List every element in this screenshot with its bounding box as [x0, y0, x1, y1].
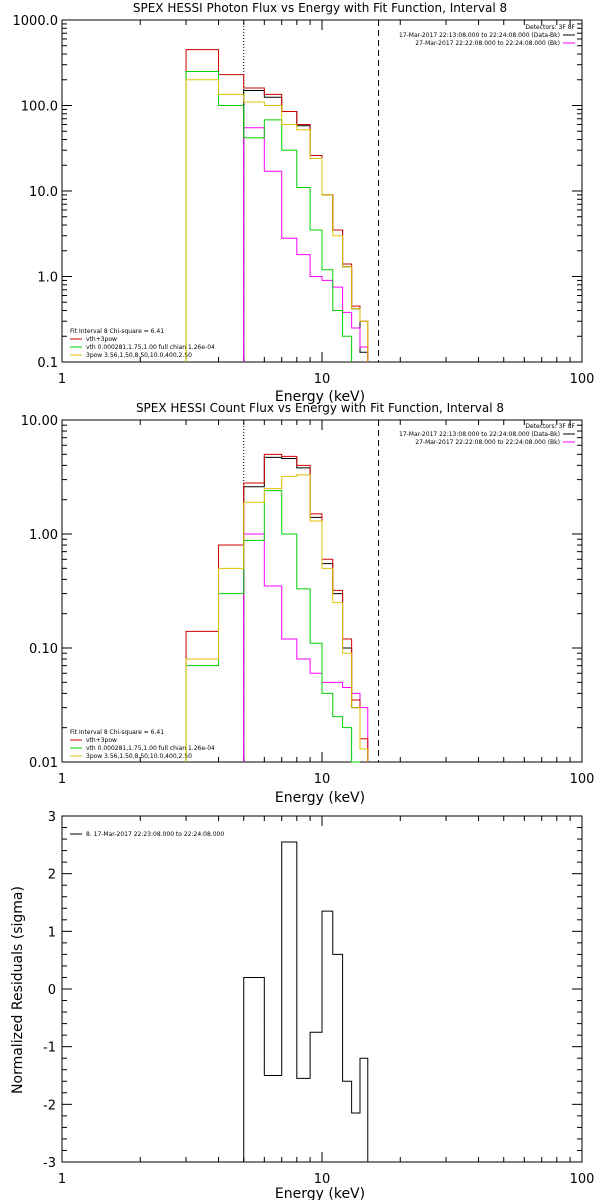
x-tick-label: 10: [314, 372, 331, 387]
photon-header-detectors: Detectors: 3F 8F: [525, 24, 575, 31]
y-tick-label: -1: [43, 1041, 56, 1056]
y-tick-label: 0: [48, 983, 56, 998]
photon-fit-summary: Fit Interval 8 Chi-square = 6.41: [70, 328, 164, 335]
photon-header-bk-interval: 27-Mar-2017 22:22:08.000 to 22:24:08.000…: [415, 40, 560, 47]
count-flux-title: SPEX HESSI Count Flux vs Energy with Fit…: [136, 401, 504, 415]
plot-frame: [61, 419, 583, 763]
series-data-bk: [243, 89, 369, 362]
photon-fit-vth: vth 0.000281,1.75,1.00 full chian 1.26e-…: [86, 344, 215, 351]
count-fit-summary: Fit Interval 8 Chi-square = 6.41: [70, 729, 164, 736]
x-tick-label: 100: [570, 772, 595, 787]
count-fit-vth: vth 0.000281,1.75,1.00 full chian 1.26e-…: [86, 745, 215, 752]
y-tick-label: 1.00: [29, 528, 58, 543]
series-vth: [185, 70, 353, 362]
x-tick-label: 1: [58, 772, 66, 787]
residuals-panel: Energy (keV) Normalized Residuals (sigma…: [10, 810, 594, 1200]
x-tick-label: 1: [58, 1172, 66, 1187]
series-data-bk: [243, 456, 369, 762]
photon-flux-panel: SPEX HESSI Photon Flux vs Energy with Fi…: [13, 1, 595, 405]
series-3pow: [185, 474, 369, 762]
series-vth: [185, 490, 360, 763]
series-vth-3pow: [185, 453, 369, 762]
series-bk: [243, 127, 369, 362]
residuals-ylabel: Normalized Residuals (sigma): [10, 886, 26, 1094]
photon-flux-title: SPEX HESSI Photon Flux vs Energy with Fi…: [133, 1, 507, 15]
series-8-17-mar-2017-22-23-08-000-to-22-24-08-000: [243, 841, 369, 1162]
y-tick-label: 0.01: [29, 756, 58, 771]
y-tick-label: 10.0: [29, 185, 58, 200]
count-flux-panel: SPEX HESSI Count Flux vs Energy with Fit…: [21, 401, 595, 806]
count-header-data-interval: 17-Mar-2017 22:13:08.000 to 22:24:08.000…: [399, 431, 560, 438]
residuals-xlabel: Energy (keV): [275, 1186, 365, 1200]
count-flux-xlabel: Energy (keV): [275, 790, 365, 806]
series-3pow: [185, 79, 369, 362]
residuals-legend-label: 8. 17-Mar-2017 22:23:08.000 to 22:24:08.…: [86, 831, 224, 838]
count-fit-model: vth+3pow: [86, 737, 117, 744]
count-fit-3pow: 3pow 3.56,1.50,8.50,10.0,400,2.50: [86, 753, 192, 760]
photon-flux-xlabel: Energy (keV): [275, 389, 365, 405]
x-tick-label: 10: [314, 772, 331, 787]
y-tick-label: 1000.0: [13, 14, 59, 29]
x-tick-label: 10: [314, 1172, 331, 1187]
y-tick-label: 0.1: [37, 356, 58, 371]
y-tick-label: -3: [43, 1156, 56, 1171]
series-vth-3pow: [185, 49, 369, 362]
y-tick-label: 1: [48, 925, 56, 940]
photon-fit-3pow: 3pow 3.56,1.50,8.50,10.0,400,2.50: [86, 352, 192, 359]
y-tick-label: 100.0: [21, 100, 58, 115]
y-tick-label: 0.10: [29, 642, 58, 657]
count-header-detectors: Detectors: 3F 8F: [525, 423, 575, 430]
y-tick-label: 3: [48, 810, 56, 825]
photon-header-data-interval: 17-Mar-2017 22:13:08.000 to 22:24:08.000…: [399, 32, 560, 39]
x-tick-label: 1: [58, 372, 66, 387]
x-tick-label: 100: [570, 372, 595, 387]
x-tick-label: 100: [570, 1172, 595, 1187]
count-header-bk-interval: 27-Mar-2017 22:22:08.000 to 22:24:08.000…: [415, 439, 560, 446]
y-tick-label: 1.0: [37, 271, 58, 286]
y-tick-label: 2: [48, 868, 56, 883]
y-tick-label: 10.00: [21, 414, 58, 429]
y-tick-label: -2: [43, 1098, 56, 1113]
photon-fit-model: vth+3pow: [86, 336, 117, 343]
